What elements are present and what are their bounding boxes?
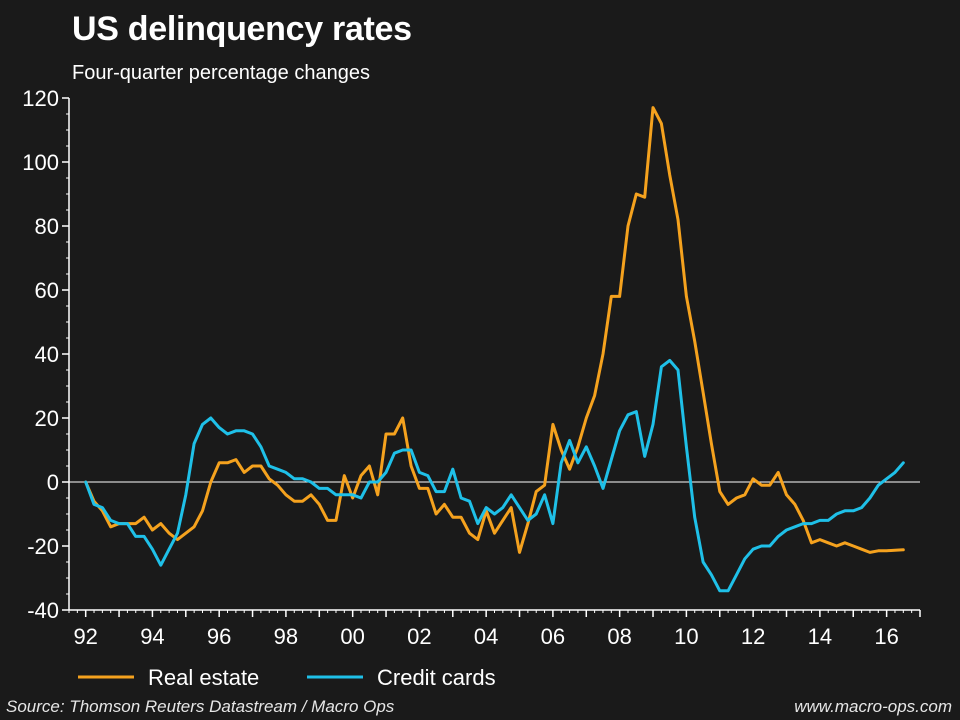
x-tick-label: 96 xyxy=(207,624,231,649)
legend-label-credit-cards: Credit cards xyxy=(377,665,496,690)
x-tick-label: 12 xyxy=(741,624,765,649)
x-tick-label: 08 xyxy=(607,624,631,649)
x-tick-label: 98 xyxy=(274,624,298,649)
legend-label-real-estate: Real estate xyxy=(148,665,259,690)
x-tick-label: 06 xyxy=(541,624,565,649)
x-tick-label: 02 xyxy=(407,624,431,649)
source-note: Source: Thomson Reuters Datastream / Mac… xyxy=(6,697,395,716)
chart-subtitle: Four-quarter percentage changes xyxy=(72,62,370,84)
x-tick-label: 94 xyxy=(140,624,164,649)
x-tick-label: 92 xyxy=(73,624,97,649)
x-tick-label: 00 xyxy=(340,624,364,649)
y-tick-label: 120 xyxy=(22,86,59,111)
y-tick-label: -20 xyxy=(27,534,59,559)
series-lines xyxy=(84,106,905,593)
x-tick-label: 16 xyxy=(874,624,898,649)
y-tick-label: -40 xyxy=(27,598,59,623)
y-tick-label: 20 xyxy=(35,406,59,431)
website-credit: www.macro-ops.com xyxy=(794,697,952,716)
legend: Real estate Credit cards xyxy=(78,665,496,690)
y-tick-label: 100 xyxy=(22,150,59,175)
x-tick-label: 04 xyxy=(474,624,498,649)
x-tick-label: 14 xyxy=(808,624,832,649)
y-tick-label: 80 xyxy=(35,214,59,239)
axes: 120 100 80 60 40 20 0 -20 -40 92 94 96 98 00 02 04 06 08 1… xyxy=(22,86,921,649)
series-line-credit-cards xyxy=(84,358,905,593)
y-tick-label: 0 xyxy=(47,470,59,495)
y-tick-label: 60 xyxy=(35,278,59,303)
chart-title: US delinquency rates xyxy=(72,10,412,48)
series-line-real-estate xyxy=(84,106,905,554)
y-tick-label: 40 xyxy=(35,342,59,367)
x-tick-label: 10 xyxy=(674,624,698,649)
